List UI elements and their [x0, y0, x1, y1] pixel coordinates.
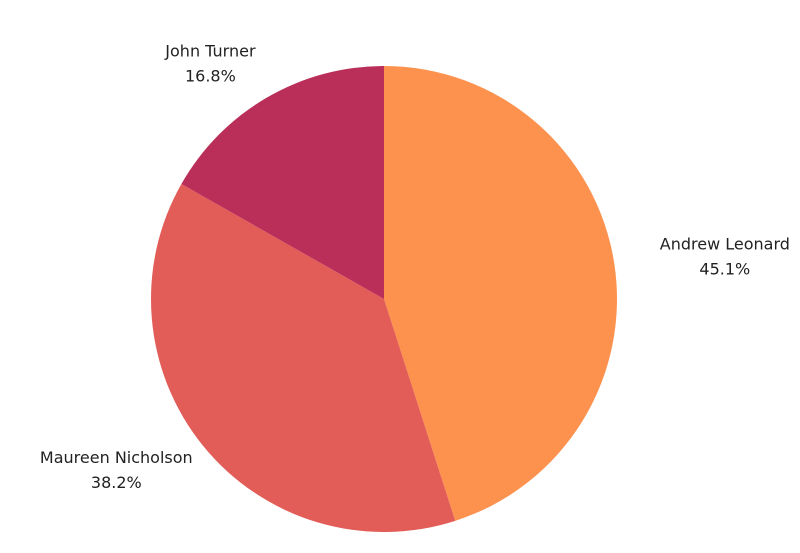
- pie-slice: [150, 183, 456, 533]
- slice-label: John Turner: [164, 41, 256, 60]
- slice-value: 16.8%: [185, 66, 236, 85]
- pie-slice: [181, 65, 384, 299]
- pie-slice: [384, 66, 618, 521]
- slice-label: Andrew Leonard: [660, 234, 790, 253]
- slice-label: Maureen Nicholson: [40, 448, 193, 467]
- slice-value: 38.2%: [91, 473, 142, 492]
- slice-value: 45.1%: [699, 259, 750, 278]
